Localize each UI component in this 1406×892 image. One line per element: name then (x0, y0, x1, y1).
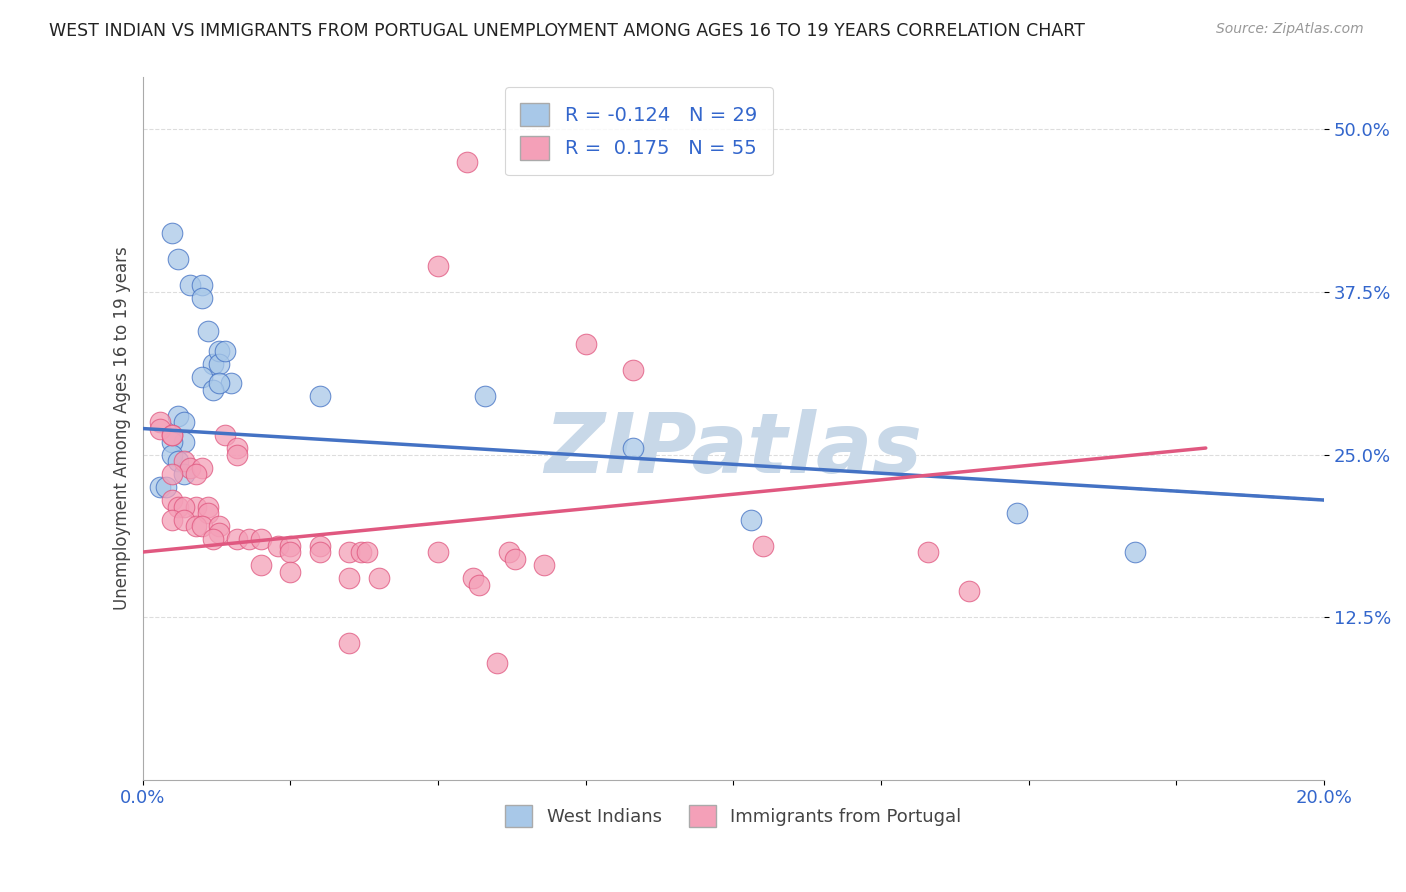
Point (219, 376, 242, 390)
Point (179, 278, 201, 293)
Point (463, 571, 485, 585)
Point (337, 571, 360, 585)
Point (197, 324, 219, 338)
Point (184, 519, 207, 533)
Point (190, 460, 212, 475)
Point (208, 525, 231, 540)
Point (249, 558, 271, 572)
Point (308, 389, 330, 403)
Point (208, 376, 231, 390)
Point (149, 480, 172, 494)
Point (208, 343, 231, 358)
Point (226, 532, 249, 546)
Point (160, 493, 183, 508)
Text: ZIPatlas: ZIPatlas (544, 409, 922, 490)
Point (167, 252, 190, 267)
Point (503, 551, 526, 566)
Point (456, 155, 478, 169)
Point (214, 343, 236, 358)
Point (190, 292, 212, 306)
Point (226, 441, 249, 455)
Point (278, 545, 301, 559)
Point (190, 519, 212, 533)
Point (167, 500, 190, 514)
Point (751, 539, 773, 553)
Point (238, 532, 260, 546)
Point (426, 259, 449, 273)
Point (184, 467, 207, 481)
Point (173, 434, 195, 449)
Point (474, 389, 496, 403)
Point (1005, 506, 1028, 520)
Point (197, 506, 219, 520)
Point (179, 460, 201, 475)
Point (202, 383, 225, 397)
Point (190, 369, 212, 384)
Point (160, 434, 183, 449)
Point (160, 227, 183, 241)
Point (173, 500, 195, 514)
Point (621, 441, 644, 455)
Point (959, 584, 981, 599)
Point (173, 512, 195, 526)
Point (160, 448, 183, 462)
Point (149, 421, 172, 435)
Point (167, 454, 190, 468)
Point (197, 500, 219, 514)
Point (173, 454, 195, 468)
Point (533, 558, 555, 572)
Point (214, 428, 236, 442)
Point (485, 656, 508, 670)
Point (308, 545, 330, 559)
Point (249, 532, 271, 546)
Point (337, 636, 360, 650)
Text: Source: ZipAtlas.com: Source: ZipAtlas.com (1216, 22, 1364, 37)
Point (173, 467, 195, 481)
Point (356, 545, 378, 559)
Point (202, 532, 225, 546)
Point (367, 571, 389, 585)
Point (350, 545, 373, 559)
Point (160, 428, 183, 442)
Point (208, 519, 231, 533)
Point (167, 409, 190, 423)
Point (160, 467, 183, 481)
Point (498, 545, 520, 559)
Point (278, 565, 301, 579)
Point (149, 415, 172, 429)
Point (337, 545, 360, 559)
Point (226, 448, 249, 462)
Point (740, 512, 762, 526)
Point (184, 500, 207, 514)
Point (426, 545, 449, 559)
Y-axis label: Unemployment Among Ages 16 to 19 years: Unemployment Among Ages 16 to 19 years (114, 247, 131, 610)
Point (468, 577, 491, 591)
Point (267, 539, 290, 553)
Point (308, 539, 330, 553)
Point (173, 415, 195, 429)
Point (574, 337, 596, 351)
Point (1123, 545, 1146, 559)
Point (155, 480, 177, 494)
Point (621, 363, 644, 377)
Point (208, 357, 231, 371)
Point (202, 357, 225, 371)
Point (160, 512, 183, 526)
Text: WEST INDIAN VS IMMIGRANTS FROM PORTUGAL UNEMPLOYMENT AMONG AGES 16 TO 19 YEARS C: WEST INDIAN VS IMMIGRANTS FROM PORTUGAL … (49, 22, 1085, 40)
Point (278, 539, 301, 553)
Point (160, 428, 183, 442)
Point (917, 545, 939, 559)
Point (190, 278, 212, 293)
Legend: West Indians, Immigrants from Portugal: West Indians, Immigrants from Portugal (498, 797, 969, 834)
